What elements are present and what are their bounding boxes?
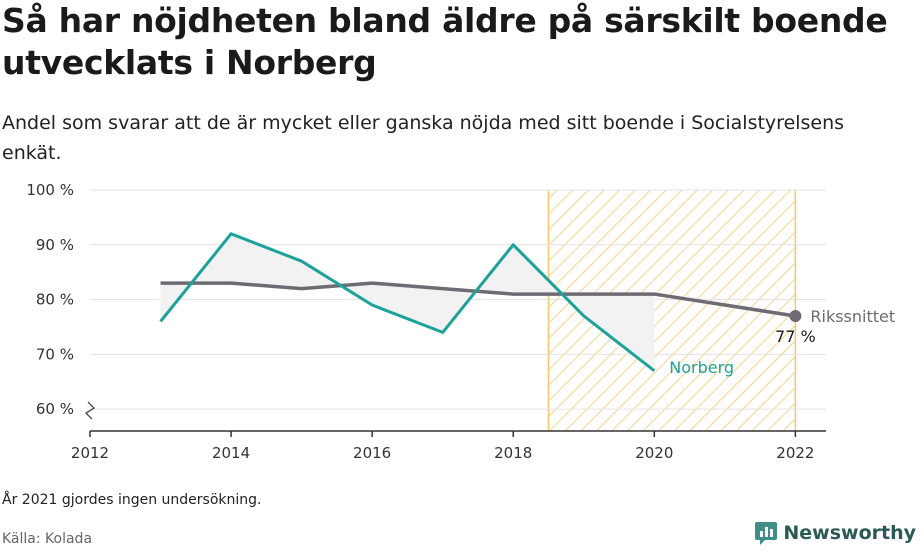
newsworthy-logo-icon: [755, 522, 778, 545]
chart-source: Källa: Kolada: [2, 531, 93, 547]
value-annotation: 77 %: [775, 327, 816, 346]
y-tick-label: 100 %: [26, 181, 74, 199]
x-tick-label: 2016: [353, 444, 391, 462]
x-tick-label: 2020: [635, 444, 673, 462]
series-labels: Rikssnittet Norberg 77 %: [669, 307, 895, 377]
series-line-rikssnittet: [160, 281, 796, 318]
series-label-norberg: Norberg: [669, 358, 734, 377]
y-tick-label: 70 %: [36, 345, 74, 363]
series-line-norberg: [159, 232, 656, 372]
y-tick-label: 80 %: [36, 291, 74, 309]
rikssnittet-end-point: [789, 309, 802, 322]
x-tick-label: 2012: [71, 444, 109, 462]
chart-subtitle: Andel som svarar att de är mycket eller …: [2, 112, 845, 164]
y-tick-label: 90 %: [36, 236, 74, 254]
axis-break-mark: [84, 401, 96, 420]
chart-title: Så har nöjdheten bland äldre på särskilt…: [2, 1, 888, 82]
x-tick-label: 2022: [776, 444, 814, 462]
newsworthy-logo-text: Newsworthy: [783, 522, 916, 544]
x-tick-label: 2018: [494, 444, 532, 462]
difference-fill: [160, 233, 655, 371]
series-label-rikssnittet: Rikssnittet: [810, 307, 895, 326]
chart-note: År 2021 gjordes ingen undersökning.: [2, 492, 262, 508]
x-tick-label: 2014: [212, 444, 250, 462]
series-lines: [159, 232, 802, 372]
y-tick-label: 60 %: [36, 400, 74, 418]
x-axis: 2012 2014 2016 2018 2020 2022: [71, 430, 826, 462]
series-difference-area: [160, 233, 655, 371]
newsworthy-logo: Newsworthy: [755, 520, 916, 546]
